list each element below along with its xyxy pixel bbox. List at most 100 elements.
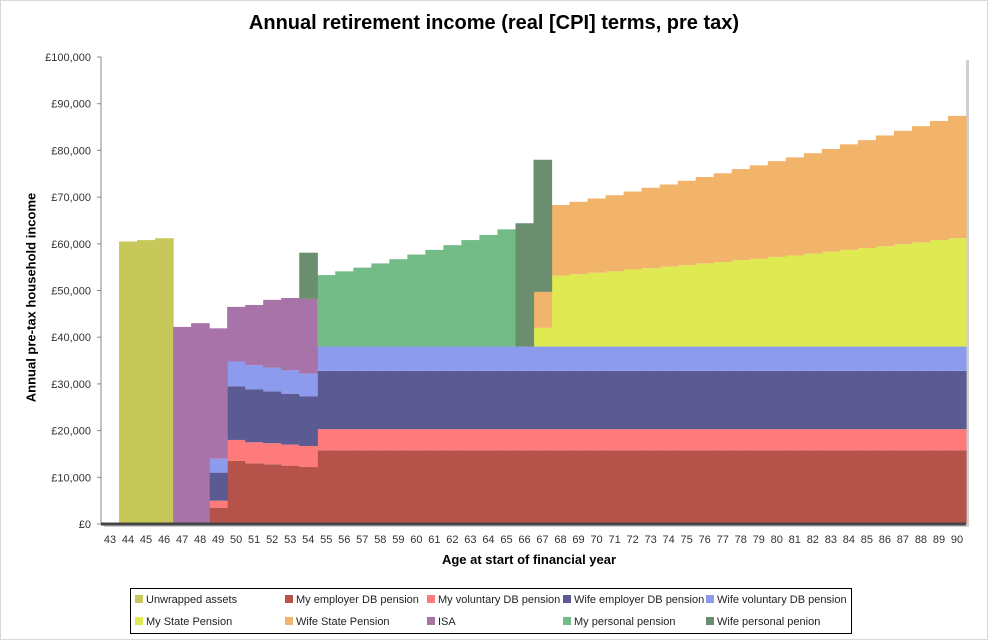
legend-swatch [706, 595, 714, 604]
bar-segment [677, 180, 697, 266]
legend-label: Wife personal penion [717, 616, 821, 628]
legend-item-my-voluntary-db-pension: My voluntary DB pension [427, 590, 560, 610]
bar-segment [767, 161, 787, 257]
bar-segment [569, 346, 589, 371]
bar-segment [605, 346, 625, 371]
bar-segment [209, 458, 228, 473]
bar-segment [425, 429, 444, 451]
bar-segment [281, 297, 300, 371]
bar-segment [785, 429, 805, 451]
bar-segment [659, 184, 679, 267]
bar-segment [893, 450, 913, 524]
bar-segment [263, 391, 282, 444]
bar-segment [479, 429, 499, 451]
bar-segment [875, 450, 895, 524]
bar-segment [731, 169, 751, 261]
bar-segment [785, 157, 805, 256]
bar-segment [407, 370, 426, 430]
x-tick-label: 66 [518, 534, 530, 546]
bar-segment [911, 370, 931, 430]
bar-segment [461, 429, 481, 451]
legend-item-my-state-pension: My State Pension [135, 612, 232, 632]
bar-segment [299, 298, 318, 374]
bar-segment [497, 346, 517, 371]
x-tick-label: 62 [446, 534, 458, 546]
bar-segment [929, 370, 949, 430]
series-wife-voluntary-db-pension [209, 346, 967, 473]
bar-segment [479, 346, 499, 371]
bar-segment [929, 240, 949, 347]
bar-segment [335, 271, 354, 347]
bar-segment [641, 268, 661, 347]
legend-swatch [135, 617, 143, 626]
bar-segment [299, 467, 318, 524]
bar-segment [803, 429, 823, 451]
bar-segment [191, 323, 210, 524]
bar-segment [551, 450, 571, 524]
y-tick-label: £60,000 [51, 239, 91, 251]
bar-segment [659, 450, 679, 524]
legend-swatch [427, 617, 435, 626]
bar-segment [659, 266, 679, 347]
bar-segment [209, 507, 228, 524]
bar-segment [785, 255, 805, 347]
bar-segment [713, 429, 733, 451]
bar-segment [695, 370, 715, 430]
bar-segment [767, 370, 787, 430]
y-tick-label: £80,000 [51, 145, 91, 157]
bar-segment [371, 370, 390, 430]
bar-segment [695, 263, 715, 347]
x-tick-label: 44 [122, 534, 134, 546]
x-tick-label: 58 [374, 534, 386, 546]
bar-segment [821, 450, 841, 524]
series-my-voluntary-db-pension [209, 429, 967, 508]
bar-segment [371, 346, 390, 371]
bar-segment [713, 450, 733, 524]
bar-segment [713, 370, 733, 430]
bar-segment [785, 346, 805, 371]
y-tick-label: £30,000 [51, 379, 91, 391]
bar-segment [749, 429, 769, 451]
bar-segment [605, 450, 625, 524]
bar-segment [281, 444, 300, 466]
bar-segment [353, 429, 372, 451]
bar-segment [245, 365, 264, 390]
bar-segment [605, 429, 625, 451]
bar-segment [389, 370, 408, 430]
bar-segment [839, 249, 859, 347]
bar-segment [335, 370, 354, 430]
bar-segment [659, 429, 679, 451]
bar-segment [857, 248, 877, 347]
bar-segment [857, 450, 877, 524]
bar-segment [227, 460, 246, 524]
bar-segment [479, 450, 499, 524]
bar-segment [551, 346, 571, 371]
x-tick-label: 46 [158, 534, 170, 546]
bar-segment [947, 429, 967, 451]
series-isa [173, 297, 318, 524]
bar-segment [641, 370, 661, 430]
x-tick-label: 47 [176, 534, 188, 546]
x-tick-label: 43 [104, 534, 116, 546]
bar-segment [371, 450, 390, 524]
bar-segment [875, 135, 895, 247]
bar-segment [137, 240, 156, 524]
bar-segment [893, 429, 913, 451]
bar-segment [587, 450, 607, 524]
bar-segment [749, 450, 769, 524]
x-tick-label: 64 [482, 534, 494, 546]
bar-segment [605, 271, 625, 347]
bar-segment [767, 346, 787, 371]
bar-segment [803, 346, 823, 371]
y-tick-label: £20,000 [51, 426, 91, 438]
bar-segment [245, 389, 264, 443]
bar-segment [641, 187, 661, 269]
bar-segment [119, 241, 138, 524]
bar-segment [641, 346, 661, 371]
x-tick-label: 84 [843, 534, 855, 546]
bar-segment [299, 373, 318, 397]
bar-segment [371, 263, 390, 347]
bar-segment [641, 450, 661, 524]
bar-segment [263, 443, 282, 465]
